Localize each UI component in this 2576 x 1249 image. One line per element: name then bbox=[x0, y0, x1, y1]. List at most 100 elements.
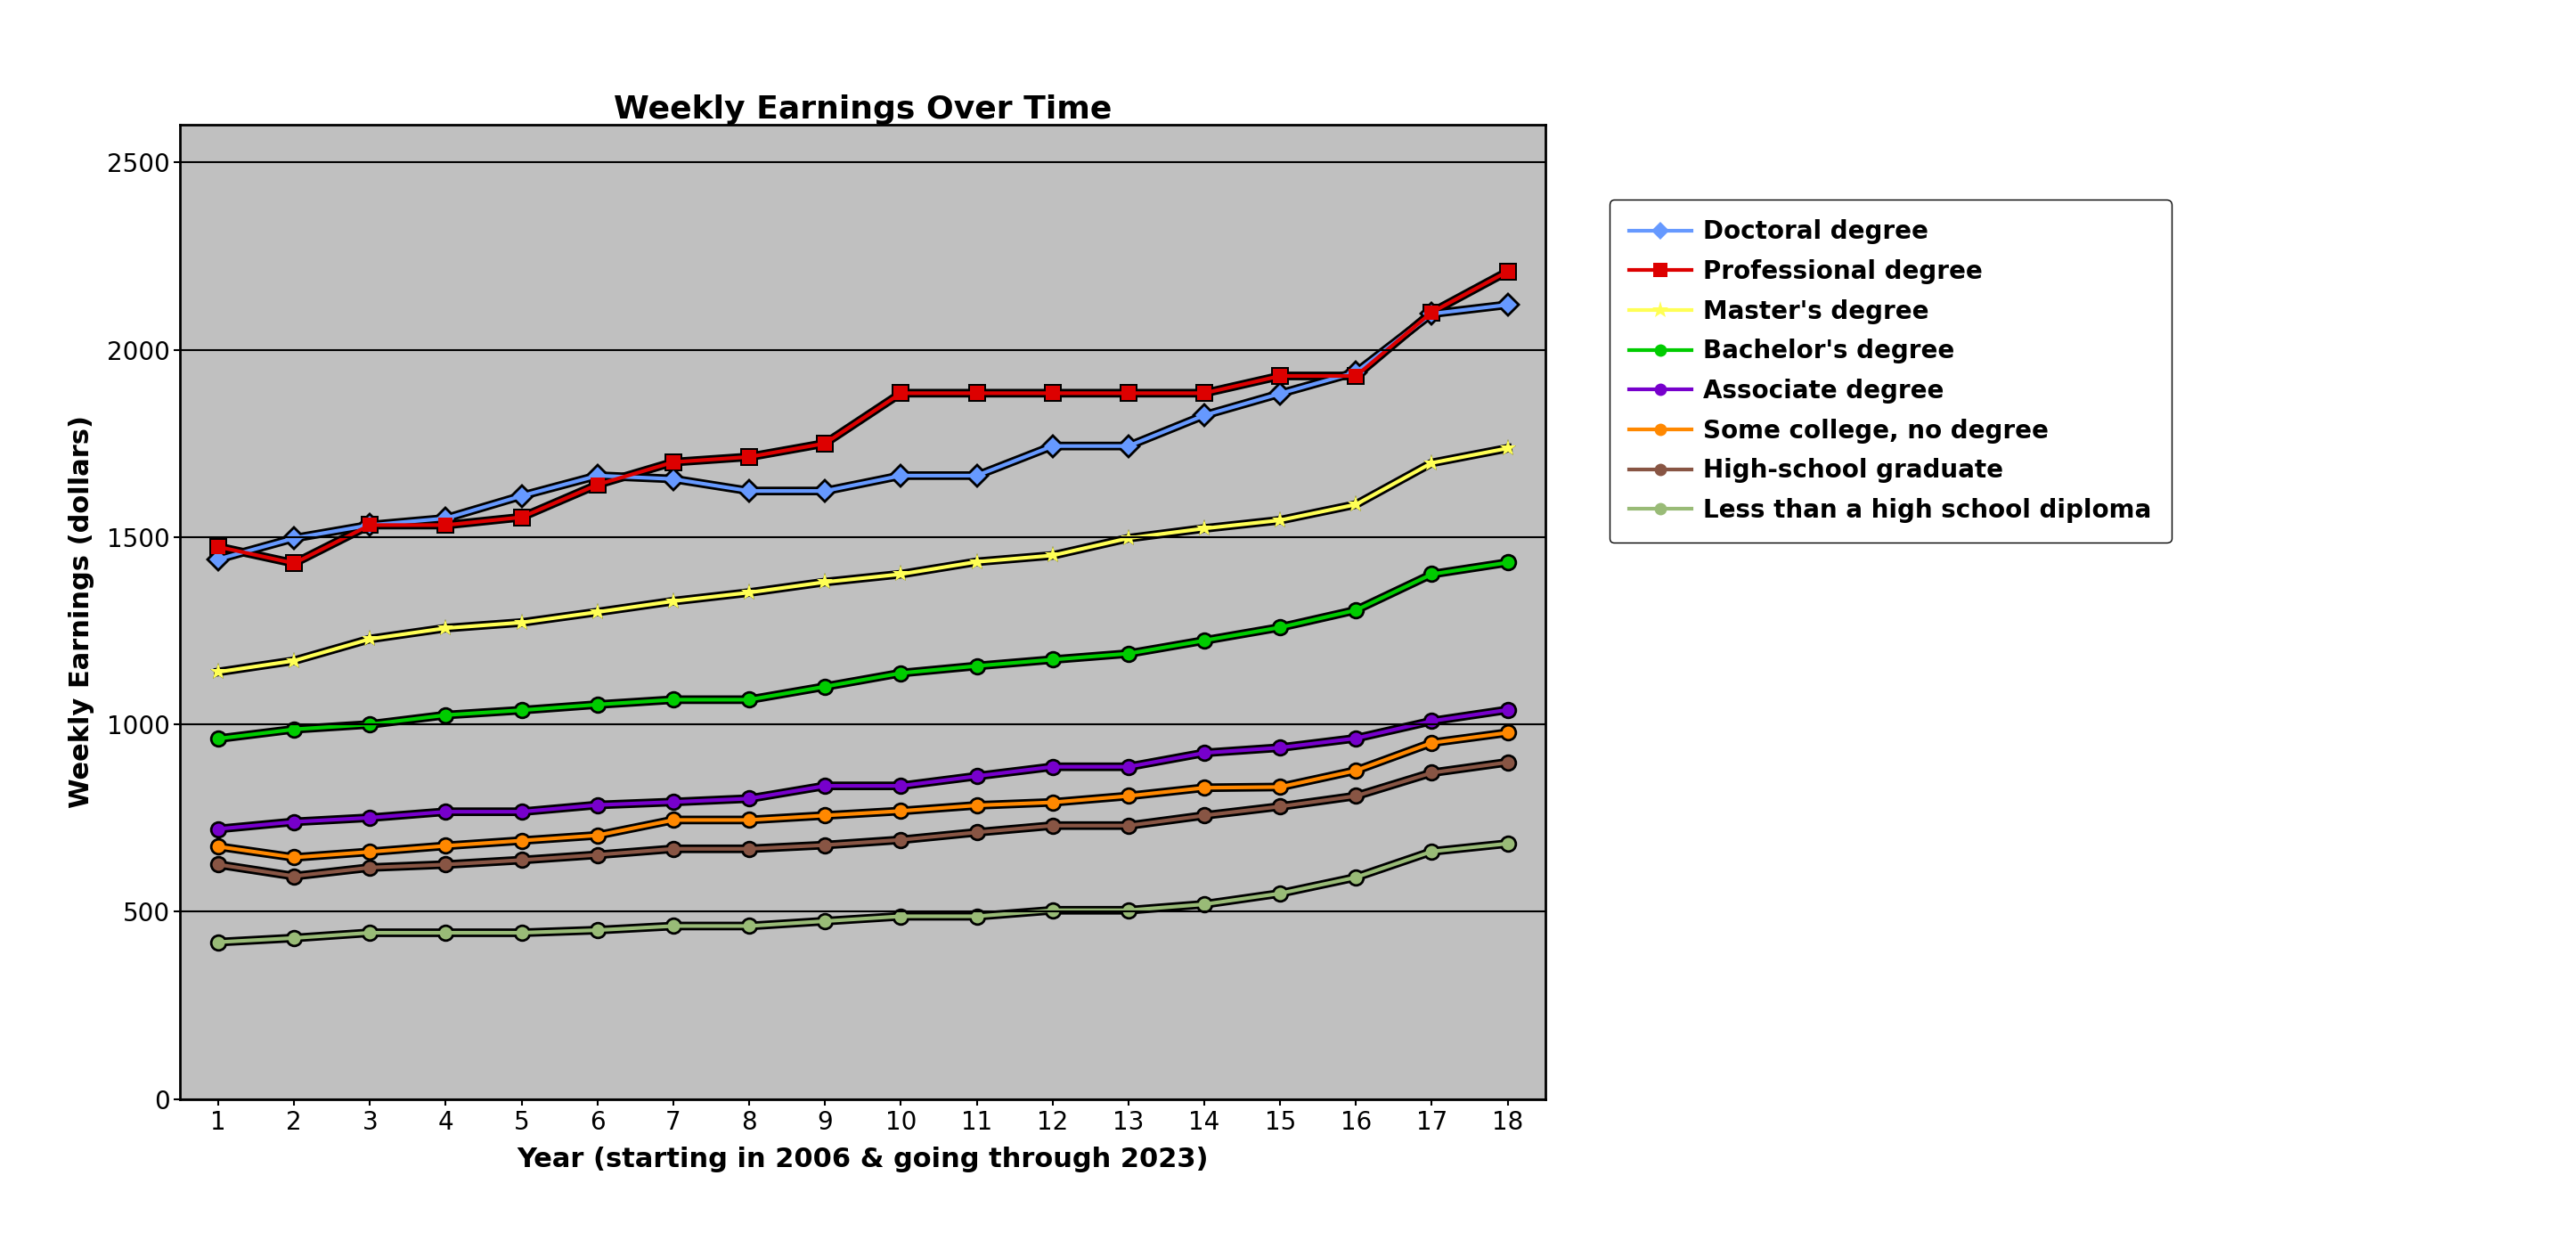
High-school graduate bbox=[1492, 754, 1522, 769]
Less than a high school diploma bbox=[1038, 903, 1069, 918]
High-school graduate bbox=[886, 832, 917, 847]
Professional degree bbox=[886, 386, 917, 401]
Doctoral degree bbox=[430, 511, 461, 526]
Less than a high school diploma bbox=[886, 909, 917, 924]
Bachelor's degree bbox=[961, 658, 992, 673]
High-school graduate bbox=[1265, 799, 1296, 814]
Line: Doctoral degree: Doctoral degree bbox=[211, 299, 1515, 566]
Master's degree bbox=[1417, 456, 1448, 471]
Doctoral degree bbox=[582, 468, 613, 483]
High-school graduate bbox=[1417, 766, 1448, 781]
Associate degree bbox=[809, 778, 840, 793]
Bachelor's degree bbox=[1340, 603, 1370, 618]
Line: Master's degree: Master's degree bbox=[209, 440, 1517, 681]
Associate degree bbox=[1190, 746, 1221, 761]
Associate degree bbox=[886, 778, 917, 793]
Some college, no degree bbox=[1417, 736, 1448, 751]
Master's degree bbox=[430, 621, 461, 636]
Professional degree bbox=[1340, 368, 1370, 383]
Doctoral degree bbox=[1265, 386, 1296, 401]
Master's degree bbox=[886, 567, 917, 582]
High-school graduate bbox=[355, 861, 386, 876]
Bachelor's degree bbox=[734, 692, 765, 707]
Bachelor's degree bbox=[1190, 633, 1221, 648]
Less than a high school diploma bbox=[505, 926, 538, 940]
Legend: Doctoral degree, Professional degree, Master's degree, Bachelor's degree, Associ: Doctoral degree, Professional degree, Ma… bbox=[1610, 200, 2172, 543]
Associate degree bbox=[1038, 759, 1069, 774]
Bachelor's degree bbox=[430, 707, 461, 722]
High-school graduate bbox=[657, 842, 688, 857]
Master's degree bbox=[1190, 521, 1221, 536]
Bachelor's degree bbox=[278, 722, 309, 737]
High-school graduate bbox=[1038, 818, 1069, 833]
Line: Professional degree: Professional degree bbox=[211, 265, 1515, 570]
Some college, no degree bbox=[886, 803, 917, 818]
Doctoral degree bbox=[1113, 438, 1144, 453]
Professional degree bbox=[657, 455, 688, 470]
Some college, no degree bbox=[1340, 763, 1370, 778]
X-axis label: Year (starting in 2006 & going through 2023): Year (starting in 2006 & going through 2… bbox=[518, 1147, 1208, 1173]
Doctoral degree bbox=[1190, 407, 1221, 422]
Master's degree bbox=[582, 605, 613, 620]
Less than a high school diploma bbox=[430, 926, 461, 940]
Master's degree bbox=[1492, 441, 1522, 456]
Bachelor's degree bbox=[1492, 555, 1522, 570]
Some college, no degree bbox=[734, 812, 765, 827]
High-school graduate bbox=[505, 853, 538, 868]
Less than a high school diploma bbox=[1113, 903, 1144, 918]
Y-axis label: Weekly Earnings (dollars): Weekly Earnings (dollars) bbox=[70, 416, 95, 808]
Some college, no degree bbox=[1492, 726, 1522, 741]
Less than a high school diploma bbox=[355, 926, 386, 940]
Doctoral degree bbox=[505, 488, 538, 503]
Associate degree bbox=[278, 814, 309, 829]
High-school graduate bbox=[734, 842, 765, 857]
Professional degree bbox=[430, 517, 461, 532]
Associate degree bbox=[1340, 731, 1370, 746]
Less than a high school diploma bbox=[1265, 886, 1296, 901]
Doctoral degree bbox=[961, 468, 992, 483]
Less than a high school diploma bbox=[657, 918, 688, 933]
High-school graduate bbox=[204, 857, 234, 872]
Bachelor's degree bbox=[1038, 652, 1069, 667]
Doctoral degree bbox=[809, 483, 840, 498]
Some college, no degree bbox=[1113, 788, 1144, 803]
Professional degree bbox=[961, 386, 992, 401]
Bachelor's degree bbox=[809, 679, 840, 694]
Doctoral degree bbox=[355, 517, 386, 532]
Associate degree bbox=[1492, 702, 1522, 717]
Bachelor's degree bbox=[1417, 567, 1448, 582]
Master's degree bbox=[1340, 497, 1370, 512]
Professional degree bbox=[1417, 305, 1448, 320]
High-school graduate bbox=[1190, 808, 1221, 823]
Associate degree bbox=[1113, 759, 1144, 774]
Professional degree bbox=[278, 556, 309, 571]
Doctoral degree bbox=[657, 471, 688, 486]
Line: Some college, no degree: Some college, no degree bbox=[211, 727, 1515, 863]
Some college, no degree bbox=[657, 812, 688, 827]
Some college, no degree bbox=[278, 851, 309, 866]
Some college, no degree bbox=[505, 833, 538, 848]
Some college, no degree bbox=[961, 798, 992, 813]
Master's degree bbox=[1113, 531, 1144, 546]
Less than a high school diploma bbox=[204, 934, 234, 949]
Less than a high school diploma bbox=[1417, 844, 1448, 859]
Less than a high school diploma bbox=[809, 914, 840, 929]
Less than a high school diploma bbox=[1190, 897, 1221, 912]
Doctoral degree bbox=[1340, 365, 1370, 380]
Master's degree bbox=[278, 653, 309, 668]
Doctoral degree bbox=[1038, 438, 1069, 453]
Master's degree bbox=[505, 615, 538, 629]
Associate degree bbox=[430, 804, 461, 819]
Bachelor's degree bbox=[582, 697, 613, 712]
Associate degree bbox=[657, 794, 688, 809]
Associate degree bbox=[1417, 713, 1448, 728]
High-school graduate bbox=[278, 869, 309, 884]
Master's degree bbox=[1038, 548, 1069, 563]
Less than a high school diploma bbox=[1340, 869, 1370, 884]
Some college, no degree bbox=[582, 828, 613, 843]
Professional degree bbox=[355, 517, 386, 532]
Line: High-school graduate: High-school graduate bbox=[211, 756, 1515, 882]
Professional degree bbox=[1038, 386, 1069, 401]
Bachelor's degree bbox=[886, 666, 917, 681]
Bachelor's degree bbox=[355, 717, 386, 732]
